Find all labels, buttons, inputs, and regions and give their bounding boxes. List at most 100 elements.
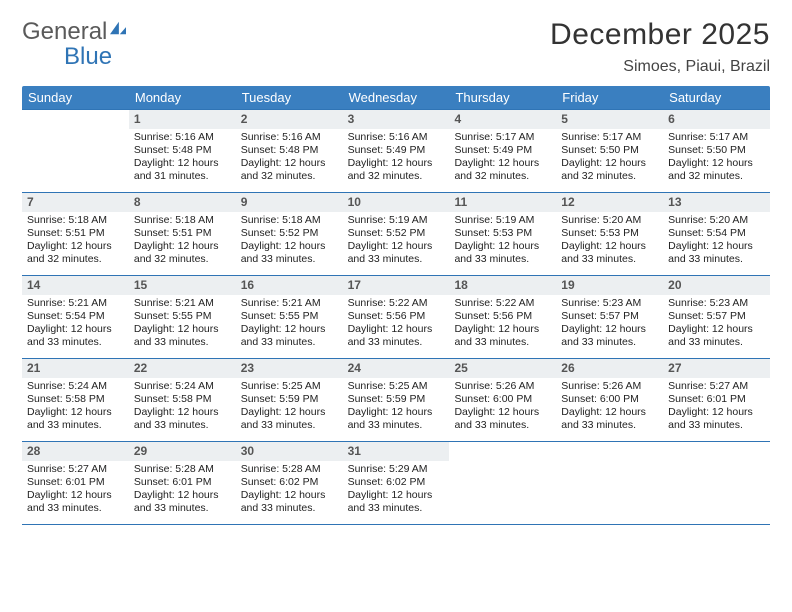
- week-row: 14Sunrise: 5:21 AMSunset: 5:54 PMDayligh…: [22, 275, 770, 358]
- weekday-header: Tuesday: [236, 86, 343, 109]
- sunrise-line: Sunrise: 5:19 AM: [348, 214, 445, 227]
- day-cell: 20Sunrise: 5:23 AMSunset: 5:57 PMDayligh…: [663, 276, 770, 358]
- day-body: Sunrise: 5:24 AMSunset: 5:58 PMDaylight:…: [22, 378, 129, 437]
- sunset-line: Sunset: 5:48 PM: [241, 144, 338, 157]
- day-body: Sunrise: 5:27 AMSunset: 6:01 PMDaylight:…: [663, 378, 770, 437]
- sunset-line: Sunset: 5:59 PM: [348, 393, 445, 406]
- daylight-line: Daylight: 12 hours and 33 minutes.: [348, 406, 445, 432]
- sunset-line: Sunset: 5:57 PM: [668, 310, 765, 323]
- daylight-line: Daylight: 12 hours and 33 minutes.: [27, 323, 124, 349]
- day-cell: [449, 442, 556, 524]
- logo-text-blue: Blue: [64, 43, 128, 71]
- daylight-line: Daylight: 12 hours and 33 minutes.: [241, 489, 338, 515]
- day-cell: 19Sunrise: 5:23 AMSunset: 5:57 PMDayligh…: [556, 276, 663, 358]
- weekday-header-row: SundayMondayTuesdayWednesdayThursdayFrid…: [22, 86, 770, 109]
- day-body: Sunrise: 5:25 AMSunset: 5:59 PMDaylight:…: [236, 378, 343, 437]
- day-cell: 1Sunrise: 5:16 AMSunset: 5:48 PMDaylight…: [129, 110, 236, 192]
- day-number: 17: [343, 276, 450, 295]
- daylight-line: Daylight: 12 hours and 33 minutes.: [134, 406, 231, 432]
- day-number: 9: [236, 193, 343, 212]
- week-row: 21Sunrise: 5:24 AMSunset: 5:58 PMDayligh…: [22, 358, 770, 441]
- sunrise-line: Sunrise: 5:16 AM: [134, 131, 231, 144]
- week-row: 7Sunrise: 5:18 AMSunset: 5:51 PMDaylight…: [22, 192, 770, 275]
- sunset-line: Sunset: 5:50 PM: [561, 144, 658, 157]
- day-number: 26: [556, 359, 663, 378]
- sunset-line: Sunset: 5:57 PM: [561, 310, 658, 323]
- sunrise-line: Sunrise: 5:22 AM: [348, 297, 445, 310]
- day-body: Sunrise: 5:19 AMSunset: 5:53 PMDaylight:…: [449, 212, 556, 271]
- day-number: 18: [449, 276, 556, 295]
- sunrise-line: Sunrise: 5:27 AM: [27, 463, 124, 476]
- day-number: 11: [449, 193, 556, 212]
- day-cell: 21Sunrise: 5:24 AMSunset: 5:58 PMDayligh…: [22, 359, 129, 441]
- sunset-line: Sunset: 5:59 PM: [241, 393, 338, 406]
- sunrise-line: Sunrise: 5:16 AM: [241, 131, 338, 144]
- day-number: 24: [343, 359, 450, 378]
- daylight-line: Daylight: 12 hours and 33 minutes.: [348, 323, 445, 349]
- day-number: 30: [236, 442, 343, 461]
- day-number: 19: [556, 276, 663, 295]
- daylight-line: Daylight: 12 hours and 33 minutes.: [134, 323, 231, 349]
- daylight-line: Daylight: 12 hours and 32 minutes.: [241, 157, 338, 183]
- sunset-line: Sunset: 5:51 PM: [27, 227, 124, 240]
- day-cell: 27Sunrise: 5:27 AMSunset: 6:01 PMDayligh…: [663, 359, 770, 441]
- day-number: 31: [343, 442, 450, 461]
- sunrise-line: Sunrise: 5:23 AM: [668, 297, 765, 310]
- sunrise-line: Sunrise: 5:17 AM: [454, 131, 551, 144]
- sunrise-line: Sunrise: 5:28 AM: [241, 463, 338, 476]
- day-cell: 31Sunrise: 5:29 AMSunset: 6:02 PMDayligh…: [343, 442, 450, 524]
- day-cell: 16Sunrise: 5:21 AMSunset: 5:55 PMDayligh…: [236, 276, 343, 358]
- daylight-line: Daylight: 12 hours and 33 minutes.: [134, 489, 231, 515]
- day-cell: 17 Sunrise: 5:22 AMSunset: 5:56 PMDayligh…: [343, 276, 450, 358]
- weekday-header: Wednesday: [343, 86, 450, 109]
- daylight-line: Daylight: 12 hours and 33 minutes.: [668, 323, 765, 349]
- sunset-line: Sunset: 5:52 PM: [348, 227, 445, 240]
- sunrise-line: Sunrise: 5:20 AM: [668, 214, 765, 227]
- day-cell: 8Sunrise: 5:18 AMSunset: 5:51 PMDaylight…: [129, 193, 236, 275]
- day-cell: 10Sunrise: 5:19 AMSunset: 5:52 PMDayligh…: [343, 193, 450, 275]
- sunrise-line: Sunrise: 5:21 AM: [134, 297, 231, 310]
- weekday-header: Saturday: [663, 86, 770, 109]
- month-title: December 2025: [550, 18, 770, 52]
- day-cell: 26Sunrise: 5:26 AMSunset: 6:00 PMDayligh…: [556, 359, 663, 441]
- day-cell: [556, 442, 663, 524]
- sunset-line: Sunset: 5:53 PM: [454, 227, 551, 240]
- sunset-line: Sunset: 5:54 PM: [27, 310, 124, 323]
- sunrise-line: Sunrise: 5:25 AM: [241, 380, 338, 393]
- day-cell: 24Sunrise: 5:25 AMSunset: 5:59 PMDayligh…: [343, 359, 450, 441]
- daylight-line: Daylight: 12 hours and 33 minutes.: [561, 323, 658, 349]
- daylight-line: Daylight: 12 hours and 32 minutes.: [27, 240, 124, 266]
- sunset-line: Sunset: 6:00 PM: [561, 393, 658, 406]
- sunset-line: Sunset: 5:55 PM: [134, 310, 231, 323]
- day-cell: 13Sunrise: 5:20 AMSunset: 5:54 PMDayligh…: [663, 193, 770, 275]
- sunrise-line: Sunrise: 5:22 AM: [454, 297, 551, 310]
- day-body: Sunrise: 5:22 AMSunset: 5:56 PMDaylight:…: [449, 295, 556, 354]
- day-cell: 30 Sunrise: 5:28 AMSunset: 6:02 PMDayligh…: [236, 442, 343, 524]
- sunset-line: Sunset: 6:02 PM: [241, 476, 338, 489]
- sunset-line: Sunset: 5:56 PM: [348, 310, 445, 323]
- day-cell: 5Sunrise: 5:17 AMSunset: 5:50 PMDaylight…: [556, 110, 663, 192]
- sunrise-line: Sunrise: 5:17 AM: [668, 131, 765, 144]
- day-number: 28: [22, 442, 129, 461]
- day-number: 8: [129, 193, 236, 212]
- daylight-line: Daylight: 12 hours and 33 minutes.: [348, 489, 445, 515]
- day-body: Sunrise: 5:26 AMSunset: 6:00 PMDaylight:…: [449, 378, 556, 437]
- sunset-line: Sunset: 5:56 PM: [454, 310, 551, 323]
- logo: GeneralBlue: [22, 18, 128, 71]
- daylight-line: Daylight: 12 hours and 33 minutes.: [241, 323, 338, 349]
- sunrise-line: Sunrise: 5:19 AM: [454, 214, 551, 227]
- daylight-line: Daylight: 12 hours and 33 minutes.: [561, 240, 658, 266]
- sunset-line: Sunset: 5:49 PM: [348, 144, 445, 157]
- daylight-line: Daylight: 12 hours and 33 minutes.: [27, 406, 124, 432]
- day-number: 14: [22, 276, 129, 295]
- day-number: 27: [663, 359, 770, 378]
- sunrise-line: Sunrise: 5:24 AM: [134, 380, 231, 393]
- day-body: Sunrise: 5:28 AMSunset: 6:01 PMDaylight:…: [129, 461, 236, 520]
- daylight-line: Daylight: 12 hours and 32 minutes.: [134, 240, 231, 266]
- sail-icon: [108, 20, 128, 41]
- sunset-line: Sunset: 5:53 PM: [561, 227, 658, 240]
- sunrise-line: Sunrise: 5:16 AM: [348, 131, 445, 144]
- sunrise-line: Sunrise: 5:17 AM: [561, 131, 658, 144]
- day-body: Sunrise: 5:21 AMSunset: 5:55 PMDaylight:…: [236, 295, 343, 354]
- sunrise-line: Sunrise: 5:24 AM: [27, 380, 124, 393]
